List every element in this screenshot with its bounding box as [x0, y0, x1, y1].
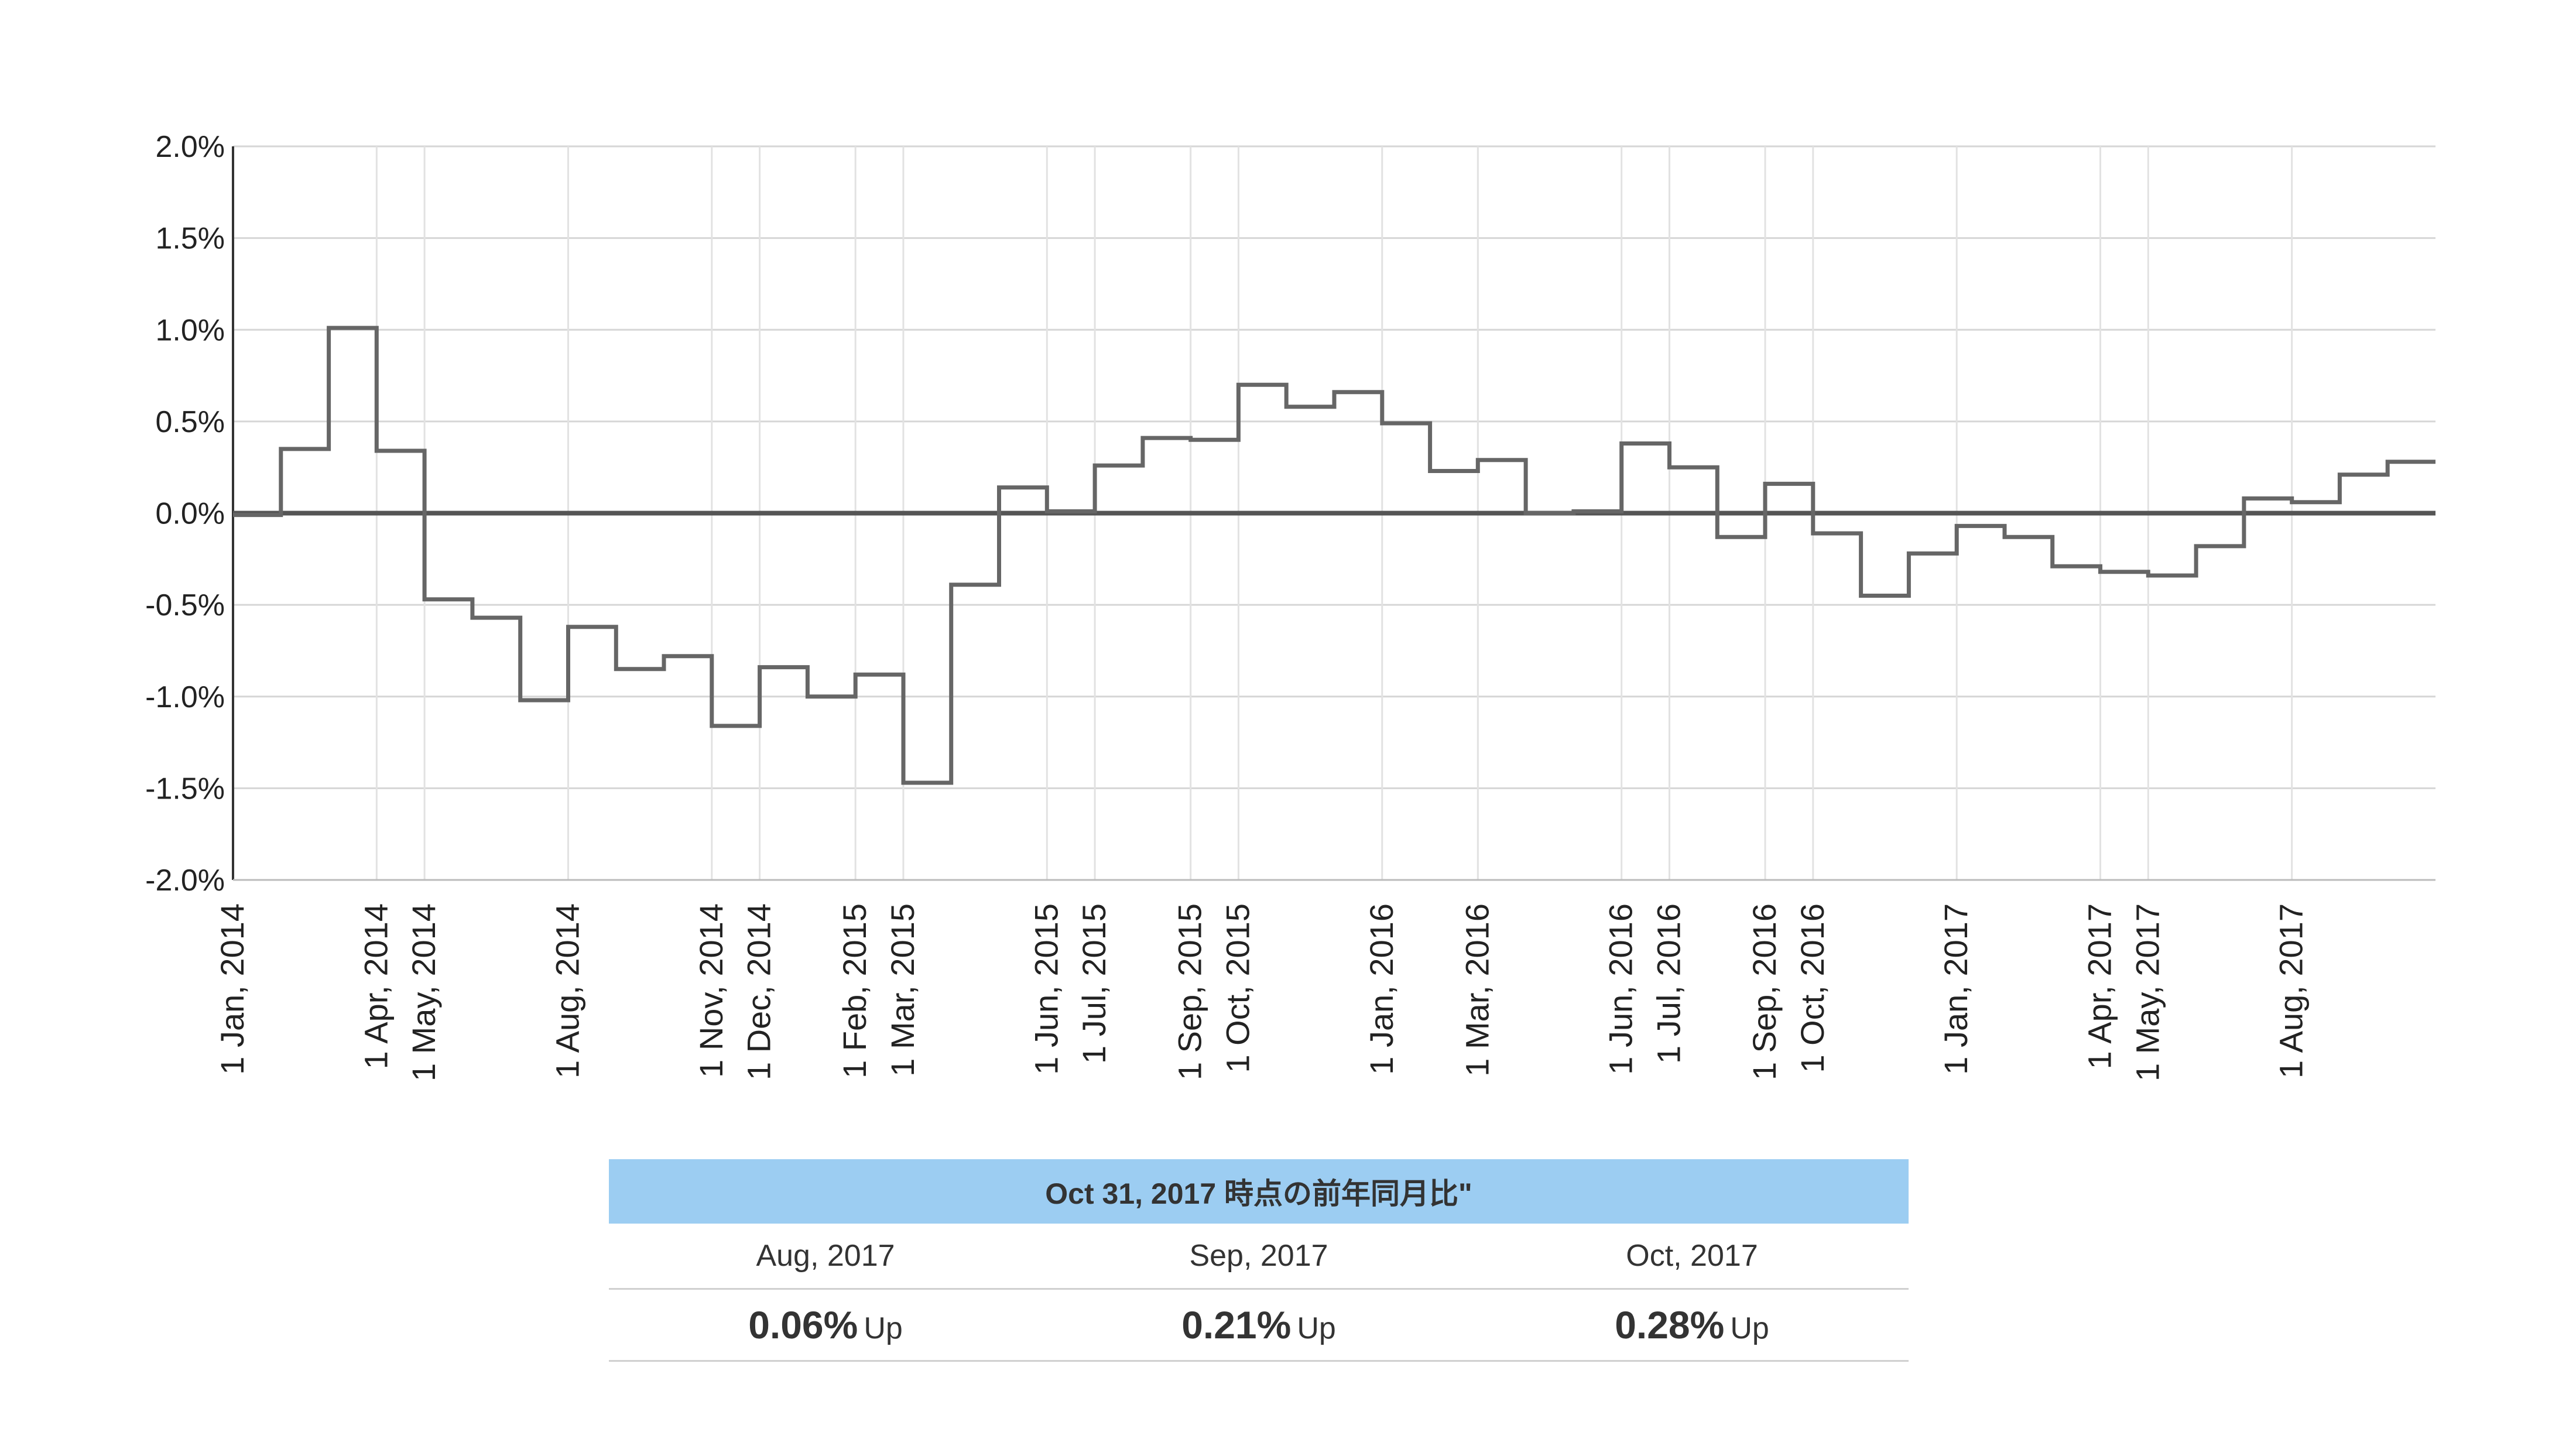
x-tick-label: 1 Aug, 2017	[2273, 903, 2310, 1078]
summary-direction: Up	[1730, 1311, 1769, 1345]
tick-labels: 2.0% 1.5% 1.0% 0.5% 0.0% -0.5% -1.0% -1.5% -2.0%…	[145, 130, 2309, 1081]
summary-value-cell: 0.06% Up	[609, 1303, 1042, 1347]
x-tick-label: 1 Mar, 2016	[1458, 903, 1495, 1077]
x-tick-label: 1 Jul, 2015	[1075, 903, 1112, 1064]
x-tick-label: 1 Jan, 2014	[214, 903, 251, 1075]
x-tick-label: 1 Jan, 2016	[1363, 903, 1400, 1075]
x-tick-label: 1 Mar, 2015	[884, 903, 921, 1077]
summary-month: Oct, 2017	[1626, 1239, 1758, 1273]
summary-value: 0.28%	[1615, 1303, 1725, 1347]
y-tick-label: 0.5%	[155, 405, 225, 439]
summary-value: 0.21%	[1181, 1303, 1292, 1347]
x-tick-label: 1 Oct, 2016	[1794, 903, 1831, 1073]
x-tick-label: 1 Jun, 2015	[1027, 903, 1064, 1075]
y-tick-label: -2.0%	[145, 864, 225, 898]
y-tick-label: 2.0%	[155, 130, 225, 164]
x-tick-label: 1 May, 2014	[405, 903, 442, 1081]
yoy-step-chart: 2.0% 1.5% 1.0% 0.5% 0.0% -0.5% -1.0% -1.5% -2.0%…	[145, 130, 2435, 1081]
y-tick-label: -0.5%	[145, 588, 225, 622]
x-tick-label: 1 Jul, 2016	[1650, 903, 1687, 1064]
x-tick-label: 1 Jan, 2017	[1937, 903, 1974, 1075]
summary-values-row: 0.06% Up 0.21% Up 0.28% Up	[609, 1290, 1909, 1362]
series-line	[233, 326, 2435, 785]
x-tick-label: 1 Oct, 2015	[1219, 903, 1256, 1073]
axes	[232, 146, 2435, 881]
x-tick-label: 1 Apr, 2017	[2081, 903, 2118, 1069]
x-tick-label: 1 May, 2017	[2129, 903, 2166, 1081]
summary-months-row: Aug, 2017 Sep, 2017 Oct, 2017	[609, 1224, 1909, 1290]
x-tick-label: 1 Feb, 2015	[836, 903, 873, 1078]
summary-month: Aug, 2017	[756, 1239, 895, 1273]
y-tick-label: -1.5%	[145, 772, 225, 806]
x-tick-label: 1 Dec, 2014	[741, 903, 777, 1080]
y-tick-label: 1.5%	[155, 222, 225, 256]
y-tick-label: 0.0%	[155, 497, 225, 531]
summary-value-cell: 0.21% Up	[1042, 1303, 1475, 1347]
summary-direction: Up	[1297, 1311, 1336, 1345]
summary-table: Oct 31, 2017 時点の前年同月比" Aug, 2017 Sep, 20…	[609, 1159, 1909, 1362]
x-tick-label: 1 Nov, 2014	[693, 903, 729, 1078]
summary-value-cell: 0.28% Up	[1475, 1303, 1909, 1347]
y-tick-label: 1.0%	[155, 313, 225, 347]
summary-title: Oct 31, 2017 時点の前年同月比"	[609, 1159, 1909, 1224]
y-tick-label: -1.0%	[145, 680, 225, 714]
summary-direction: Up	[864, 1311, 903, 1345]
x-tick-label: 1 Sep, 2016	[1746, 903, 1783, 1080]
summary-value: 0.06%	[748, 1303, 858, 1347]
summary-month: Sep, 2017	[1189, 1239, 1328, 1273]
x-tick-label: 1 Sep, 2015	[1171, 903, 1208, 1080]
x-tick-label: 1 Aug, 2014	[549, 903, 585, 1078]
series	[233, 326, 2435, 785]
x-tick-label: 1 Jun, 2016	[1602, 903, 1639, 1075]
x-tick-label: 1 Apr, 2014	[357, 903, 394, 1069]
